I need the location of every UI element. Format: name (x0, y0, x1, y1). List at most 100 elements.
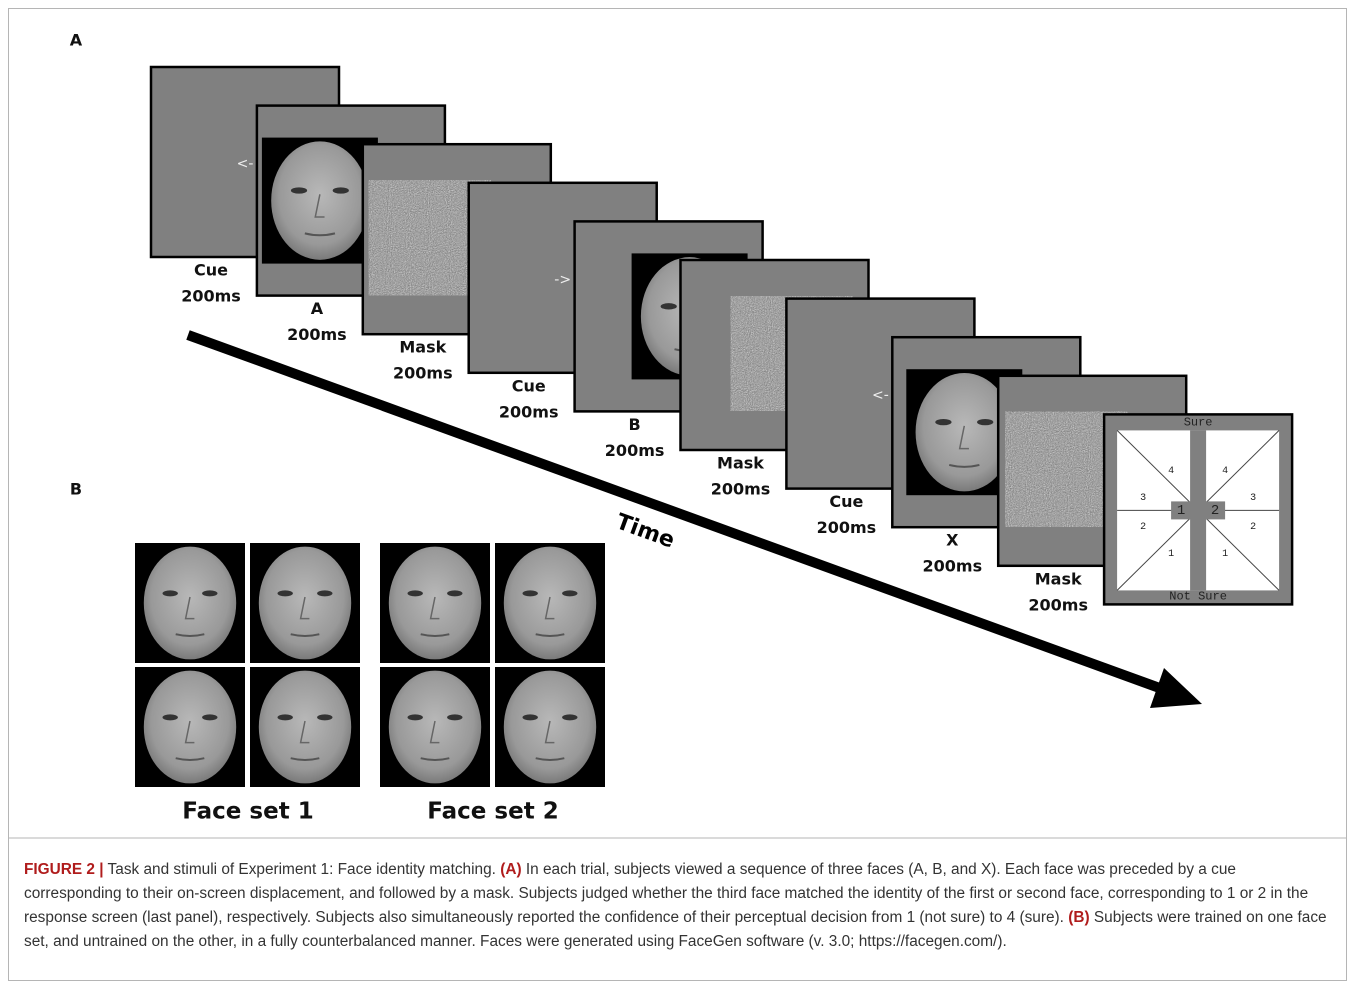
face-eye (407, 714, 423, 721)
choice-box (1171, 501, 1226, 520)
frame-duration: 200ms (499, 402, 559, 421)
face (271, 141, 369, 260)
face (503, 670, 597, 784)
face-eye (660, 303, 677, 310)
choice: 2 (1211, 503, 1219, 519)
caption: FIGURE 2 | Task and stimuli of Experimen… (24, 858, 1336, 954)
frame-name: Cue (829, 492, 863, 511)
confidence-level: 3 (1250, 493, 1256, 504)
face-eye (562, 590, 578, 597)
frame-duration: 200ms (287, 325, 347, 344)
face (258, 546, 352, 660)
frame-duration: 200ms (1028, 595, 1088, 614)
face-mouth (290, 633, 320, 637)
face (143, 546, 237, 660)
frame (255, 104, 447, 297)
frame-name: Cue (194, 261, 228, 280)
face-mouth (290, 757, 320, 761)
frame-duration: 200ms (181, 287, 241, 306)
frame-name: Mask (399, 338, 446, 357)
face-eye (290, 187, 308, 194)
time-arrow (186, 330, 1167, 695)
face-eye (277, 590, 293, 597)
face-eye (277, 714, 293, 721)
face-nose (544, 720, 555, 744)
face-eye (522, 714, 538, 721)
time-label: Time (613, 509, 678, 553)
face-nose (958, 425, 969, 450)
figure-border (8, 8, 1347, 981)
frame-name: A (311, 299, 324, 318)
face-nose (299, 596, 310, 620)
face-nose (299, 720, 310, 744)
cue-arrow: <- (872, 388, 889, 404)
face-mouth (420, 633, 450, 637)
frame-name: X (946, 531, 959, 550)
face (258, 670, 352, 784)
panel-label: B (70, 480, 82, 499)
cue-arrow: -> (554, 272, 571, 288)
face-eye (447, 714, 463, 721)
response-screen: Sure Not Sure 1 2 4 3 2 1 4 3 2 1 (1102, 413, 1294, 606)
frame-duration: 200ms (817, 518, 877, 537)
face-mouth (420, 757, 450, 761)
frame-duration: 200ms (605, 441, 665, 460)
caption-text: In each trial, subjects viewed a sequenc… (24, 861, 1313, 926)
face-eye (202, 590, 218, 597)
frame-name: Mask (717, 454, 764, 473)
response-bottom: Not Sure (1169, 590, 1227, 604)
confidence-level: 4 (1222, 466, 1228, 477)
panel-label: A (70, 31, 83, 50)
face (388, 546, 482, 660)
face-eye (202, 714, 218, 721)
frame-duration: 200ms (393, 364, 453, 383)
face (503, 546, 597, 660)
face-nose (184, 720, 195, 744)
face-sets: Face set 1 Face set 2 (135, 543, 605, 825)
choice: 1 (1177, 503, 1185, 519)
face (143, 670, 237, 784)
face-eye (332, 187, 349, 194)
face-mouth (535, 757, 565, 761)
face-eye (317, 590, 333, 597)
face-mouth (175, 633, 205, 637)
face-nose (429, 596, 440, 620)
face-eye (162, 590, 178, 597)
face-mouth (304, 232, 336, 237)
face-nose (429, 720, 440, 744)
face-nose (544, 596, 555, 620)
confidence-level: 3 (1140, 493, 1146, 504)
face-eye (522, 590, 538, 597)
frame-duration: 200ms (711, 480, 771, 499)
caption-text: Task and stimuli of Experiment 1: Face i… (103, 861, 501, 878)
cue-arrow: <- (237, 156, 254, 172)
frame-duration: 200ms (923, 557, 983, 576)
face-nose (184, 596, 195, 620)
confidence-level: 1 (1222, 549, 1228, 560)
face-mouth (175, 757, 205, 761)
frame-name: Cue (512, 376, 546, 395)
face (388, 670, 482, 784)
frame-name: B (628, 415, 640, 434)
face-set-label: Face set 1 (182, 799, 313, 825)
confidence-level: 1 (1168, 549, 1174, 560)
frame-name: Mask (1035, 569, 1082, 588)
confidence-level: 2 (1140, 522, 1146, 533)
caption-text: FIGURE 2 | (24, 861, 104, 878)
face-eye (977, 418, 994, 426)
time-arrowhead (1150, 668, 1202, 708)
caption-text: Subjects were trained on one face set, a… (24, 909, 1331, 950)
face (915, 372, 1014, 492)
face-mouth (948, 463, 980, 468)
face-set-label: Face set 2 (427, 799, 558, 825)
face-eye (447, 590, 463, 597)
face-nose (314, 194, 325, 218)
face-eye (162, 714, 178, 721)
confidence-level: 4 (1168, 466, 1174, 477)
face-mouth (535, 633, 565, 637)
caption-text: (A) (500, 861, 522, 878)
face-eye (562, 714, 578, 721)
